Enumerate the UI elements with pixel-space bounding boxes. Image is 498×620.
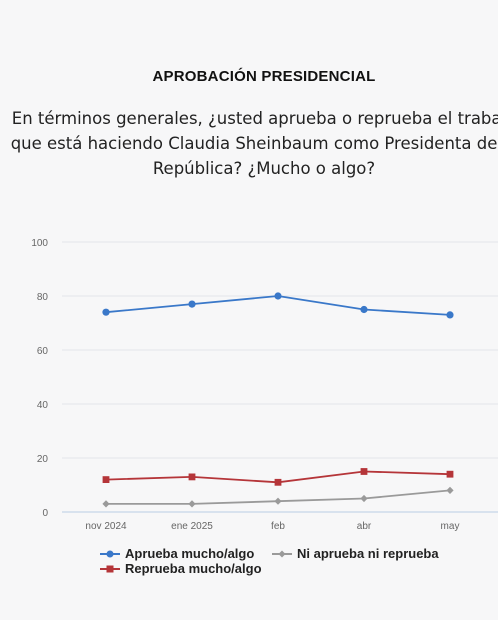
x-tick-label: nov 2024	[85, 521, 127, 532]
data-point	[102, 308, 110, 316]
legend-item-reprueba[interactable]: Reprueba mucho/algo	[100, 561, 262, 576]
legend-label: Aprueba mucho/algo	[125, 546, 255, 561]
legend-label: Reprueba mucho/algo	[125, 561, 262, 576]
line-chart: 0 20 40 60 80 100 nov 2024 ene 2025 feb abr may	[31, 238, 498, 532]
x-tick-label: feb	[271, 521, 285, 532]
survey-question: En términos generales, ¿usted aprueba o …	[0, 106, 498, 181]
data-point	[360, 305, 368, 314]
legend-marker-diamond-icon	[272, 550, 292, 557]
legend-marker-square-icon	[100, 565, 120, 572]
data-point	[188, 500, 196, 508]
y-tick-label: 100	[31, 238, 48, 249]
question-line: que está haciendo Claudia Sheinbaum como…	[10, 134, 498, 153]
x-tick-label: may	[441, 521, 460, 532]
data-point	[360, 468, 368, 475]
y-tick-label: 60	[37, 346, 49, 357]
data-point	[360, 494, 368, 503]
data-point	[102, 500, 110, 508]
x-tick-label: abr	[357, 521, 372, 532]
data-point	[274, 478, 282, 486]
question-line: República? ¿Mucho o algo?	[152, 159, 376, 178]
question-line: En términos generales, ¿usted aprueba o …	[11, 109, 498, 128]
y-tick-label: 80	[37, 292, 49, 303]
data-point	[188, 300, 196, 308]
data-point	[446, 486, 454, 494]
x-tick-label: ene 2025	[171, 521, 213, 532]
data-point	[188, 473, 196, 481]
y-tick-label: 20	[37, 454, 49, 465]
data-point	[274, 292, 282, 300]
data-point	[446, 470, 454, 478]
data-point	[446, 311, 454, 319]
legend-marker-circle-icon	[100, 550, 120, 557]
y-tick-label: 0	[42, 508, 48, 519]
chart-title: APROBACIÓN PRESIDENCIAL	[152, 68, 376, 85]
y-tick-label: 40	[37, 400, 49, 411]
legend-item-aprueba[interactable]: Aprueba mucho/algo	[100, 546, 254, 561]
data-point	[274, 497, 282, 505]
legend-label: Ni aprueba ni reprueba	[297, 546, 439, 561]
data-point	[102, 476, 110, 483]
legend-item-ni[interactable]: Ni aprueba ni reprueba	[272, 546, 439, 561]
